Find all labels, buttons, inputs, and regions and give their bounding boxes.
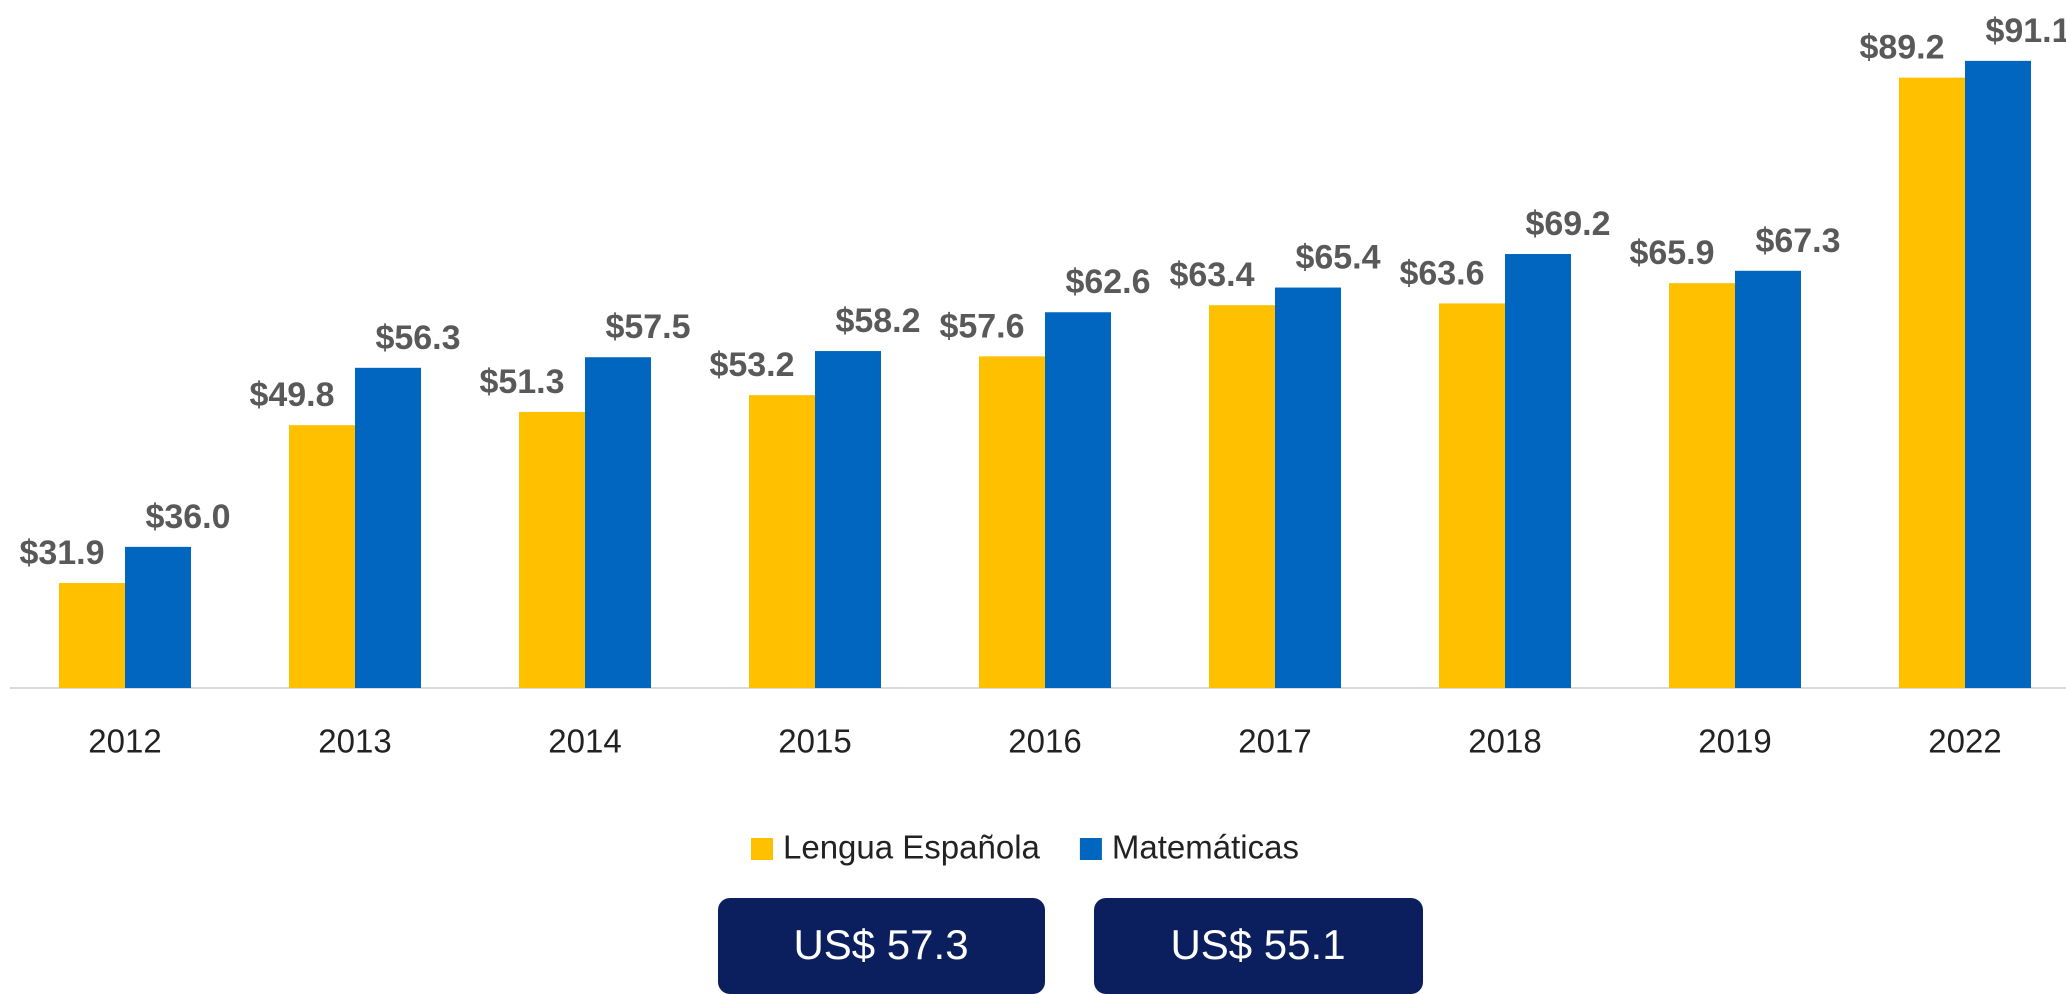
data-label: $53.2: [709, 346, 794, 384]
summary-value: US$ 57.3: [793, 921, 968, 968]
data-label: $57.6: [939, 307, 1024, 345]
bar: [1045, 312, 1111, 688]
x-tick-label: 2018: [1468, 723, 1541, 760]
bar: [1505, 254, 1571, 688]
bar: [125, 546, 191, 688]
bar: [979, 356, 1045, 688]
summary-value: US$ 55.1: [1170, 921, 1345, 968]
x-tick-label: 2022: [1928, 723, 2001, 760]
bar: [815, 351, 881, 688]
bar: [1735, 270, 1801, 688]
legend-label: Matemáticas: [1112, 829, 1299, 866]
x-tick-label: 2019: [1698, 723, 1771, 760]
legend-swatch: [751, 838, 773, 860]
bar: [1275, 287, 1341, 688]
data-label: $65.9: [1629, 234, 1714, 272]
data-label: $36.0: [145, 498, 230, 536]
summary-box: [718, 898, 1045, 994]
bar: [519, 411, 585, 688]
data-label: $57.5: [605, 308, 690, 346]
bar: [59, 583, 125, 688]
data-label: $49.8: [249, 376, 334, 414]
bar: [1669, 283, 1735, 688]
data-label: $51.3: [479, 363, 564, 401]
data-label: $69.2: [1525, 205, 1610, 243]
bar: [1439, 303, 1505, 688]
legend-label: Lengua Española: [783, 829, 1041, 866]
data-label: $65.4: [1295, 239, 1380, 277]
bar: [1899, 77, 1965, 689]
x-tick-label: 2014: [548, 723, 621, 760]
legend-swatch: [1079, 838, 1102, 860]
data-label: $58.2: [835, 302, 920, 340]
summary-box: [1094, 898, 1423, 994]
data-label: $63.6: [1399, 254, 1484, 292]
bar: [749, 395, 815, 688]
bar: [289, 425, 355, 688]
data-label: $67.3: [1755, 222, 1840, 260]
data-label: $56.3: [375, 319, 460, 357]
bar: [355, 367, 421, 688]
data-label: $62.6: [1065, 263, 1150, 301]
bar: [1965, 60, 2031, 689]
bar: [1209, 305, 1275, 688]
data-label: $91.1: [1985, 12, 2066, 50]
x-tick-label: 2012: [88, 723, 161, 760]
data-label: $31.9: [19, 534, 104, 572]
x-tick-label: 2017: [1238, 723, 1311, 760]
data-label: $63.4: [1169, 256, 1254, 294]
x-tick-label: 2015: [778, 723, 851, 760]
x-tick-label: 2013: [318, 723, 391, 760]
data-label: $89.2: [1859, 29, 1944, 67]
x-tick-label: 2016: [1008, 723, 1081, 760]
bar: [585, 357, 651, 688]
